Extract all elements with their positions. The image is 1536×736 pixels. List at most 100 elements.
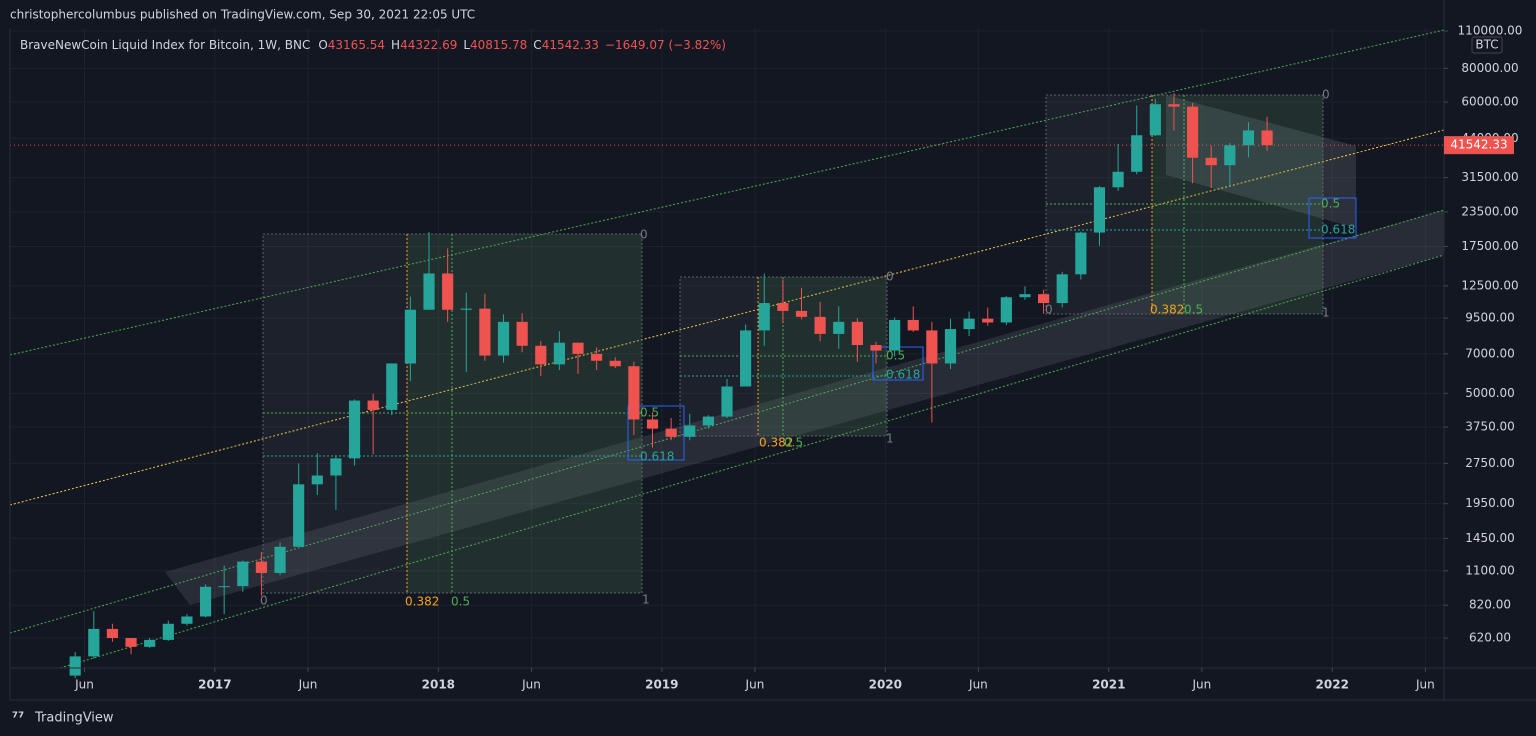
candle-body [907,319,919,331]
legend-value: 40815.78 [470,38,527,52]
candle-body [199,586,212,617]
candle-body [795,310,808,317]
fib-label: 0.5 [886,349,905,363]
candle-body [1056,274,1068,304]
candle-body [926,330,938,364]
candle-body [702,416,714,426]
fib-label: 0.5 [784,436,803,450]
y-tick-label: 1950.00 [1465,496,1515,510]
fib-label: 0.382 [405,595,439,609]
legend-value: 41542.33 [542,38,599,52]
trend-line [9,209,1445,634]
fib-label: 0.5 [1321,197,1340,211]
candle-body [330,458,342,476]
candle-body [106,628,119,639]
candle-body [758,303,770,331]
candle-body [833,321,845,334]
candle-body [1242,130,1255,146]
candle-body [367,400,379,410]
candle-body [423,273,435,310]
y-tick-label: 23500.00 [1461,204,1518,218]
y-tick-label: 1100.00 [1465,563,1515,577]
y-tick-label: 820.00 [1469,598,1511,612]
candle-body [516,321,528,346]
trend-line [9,129,1445,506]
candle-body [684,425,696,437]
fib-label: 1 [1322,306,1330,320]
candle-body [553,342,565,365]
down-channel [1166,95,1356,228]
y-tick-label: 60000.00 [1461,95,1518,109]
fib-label: 0.5 [640,406,659,420]
y-tick-label: 620.00 [1469,631,1511,645]
candle-body [535,345,547,365]
y-tick-label: 7000.00 [1465,346,1515,360]
candle-body [1224,145,1236,166]
annotations: 0 1 0.382 0.5 0 1 0.382 0.5 0 1 0.382 0.… [260,88,1355,609]
candle-body [293,484,305,547]
x-tick-label: 2019 [645,678,678,692]
x-tick-label: Jun [968,678,988,692]
legend-key: C [533,38,541,52]
x-tick-label: Jun [521,678,541,692]
y-tick-label: 3750.00 [1465,420,1515,434]
candle-body [609,360,621,367]
candle-body [777,303,789,311]
y-tick-label: 110000.00 [1458,23,1523,37]
candle-body [348,400,361,459]
legend-key: L [463,38,470,52]
candle-body [1261,130,1273,146]
candle-body [814,316,826,334]
candle-body [1131,135,1143,172]
candle-body [479,308,491,356]
fib-label: 0 [1322,88,1330,102]
y-tick-label: 2750.00 [1465,456,1515,470]
candle-body [181,616,193,624]
fib-label: 0.382 [759,436,793,450]
y-tick-label: 31500.00 [1461,170,1518,184]
fib-label: 0.5 [451,595,470,609]
candle-body [963,318,975,330]
y-tick-label: 80000.00 [1461,61,1518,75]
x-tick-label: Jun [1415,678,1435,692]
currency-badge [1471,36,1503,54]
x-tick-label: Jun [745,678,765,692]
x-tick-label: Jun [74,678,94,692]
x-tick-label: 2022 [1316,678,1349,692]
candle-body [721,386,733,417]
candle-body [572,342,584,354]
candle-body [1000,297,1012,323]
candle-body [125,638,137,647]
brand-logo: ⁷⁷ [12,710,24,726]
brand: TradingView [34,711,114,726]
legend: BraveNewCoin Liquid Index for Bitcoin, 1… [20,38,726,52]
candle-body [1205,157,1217,166]
publisher: christophercolumbus published on Trading… [10,8,475,22]
legend-key: O [318,38,327,52]
last-price-label: 41542.33 [1450,138,1507,152]
candle-body [162,623,174,640]
fib-label: 1 [886,432,894,446]
candle-body [386,363,398,410]
candle-body [1075,232,1087,275]
legend-change: −1649.07 (−3.82%) [605,38,726,52]
candle-body [944,329,957,364]
candle-body [88,628,100,657]
candle-body [311,475,323,485]
currency: BTC [1475,38,1498,52]
y-tick-label: 12500.00 [1461,278,1518,292]
symbol: BraveNewCoin Liquid Index for Bitcoin, 1… [20,38,310,52]
candle-body [237,561,249,587]
candle-body [442,273,454,310]
fib-label: 0 [640,228,648,242]
candle-body [218,586,230,588]
candle-body [69,656,81,676]
fib-label: 0.5 [1184,303,1203,317]
channel-band [165,210,1444,605]
candle-body [851,321,863,346]
candle-body [870,345,882,351]
legend-key: H [391,38,400,52]
candle-body [665,428,677,437]
